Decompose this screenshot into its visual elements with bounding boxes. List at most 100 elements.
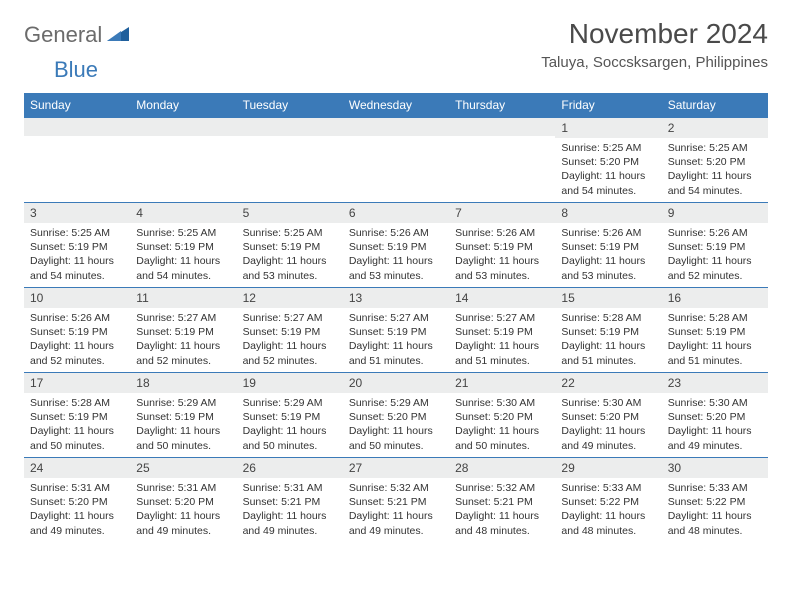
sunset-text: Sunset: 5:20 PM (455, 410, 549, 424)
sunset-text: Sunset: 5:19 PM (30, 325, 124, 339)
weekday-header-row: Sunday Monday Tuesday Wednesday Thursday… (24, 93, 768, 118)
daylight-text: Daylight: 11 hours and 49 minutes. (668, 424, 762, 452)
day-body: Sunrise: 5:27 AMSunset: 5:19 PMDaylight:… (237, 308, 343, 372)
calendar-cell: 17Sunrise: 5:28 AMSunset: 5:19 PMDayligh… (24, 373, 130, 458)
day-number: 23 (662, 373, 768, 393)
sunrise-text: Sunrise: 5:30 AM (561, 396, 655, 410)
day-body: Sunrise: 5:25 AMSunset: 5:20 PMDaylight:… (555, 138, 661, 202)
daylight-text: Daylight: 11 hours and 52 minutes. (668, 254, 762, 282)
calendar-cell (24, 118, 130, 203)
daylight-text: Daylight: 11 hours and 54 minutes. (136, 254, 230, 282)
calendar-cell: 21Sunrise: 5:30 AMSunset: 5:20 PMDayligh… (449, 373, 555, 458)
day-body: Sunrise: 5:32 AMSunset: 5:21 PMDaylight:… (449, 478, 555, 542)
day-body: Sunrise: 5:27 AMSunset: 5:19 PMDaylight:… (343, 308, 449, 372)
calendar-cell: 30Sunrise: 5:33 AMSunset: 5:22 PMDayligh… (662, 458, 768, 543)
sunset-text: Sunset: 5:19 PM (668, 325, 762, 339)
sunrise-text: Sunrise: 5:31 AM (30, 481, 124, 495)
calendar-cell: 9Sunrise: 5:26 AMSunset: 5:19 PMDaylight… (662, 203, 768, 288)
sunrise-text: Sunrise: 5:32 AM (349, 481, 443, 495)
calendar-body: 1Sunrise: 5:25 AMSunset: 5:20 PMDaylight… (24, 118, 768, 543)
calendar-cell: 5Sunrise: 5:25 AMSunset: 5:19 PMDaylight… (237, 203, 343, 288)
calendar-week-row: 24Sunrise: 5:31 AMSunset: 5:20 PMDayligh… (24, 458, 768, 543)
day-number (237, 118, 343, 136)
weekday-header: Tuesday (237, 93, 343, 118)
day-body: Sunrise: 5:31 AMSunset: 5:21 PMDaylight:… (237, 478, 343, 542)
sunrise-text: Sunrise: 5:26 AM (349, 226, 443, 240)
sunset-text: Sunset: 5:19 PM (243, 325, 337, 339)
sunrise-text: Sunrise: 5:27 AM (455, 311, 549, 325)
calendar-week-row: 17Sunrise: 5:28 AMSunset: 5:19 PMDayligh… (24, 373, 768, 458)
sunrise-text: Sunrise: 5:32 AM (455, 481, 549, 495)
sunset-text: Sunset: 5:19 PM (243, 240, 337, 254)
day-body: Sunrise: 5:28 AMSunset: 5:19 PMDaylight:… (24, 393, 130, 457)
day-number: 18 (130, 373, 236, 393)
weekday-header: Sunday (24, 93, 130, 118)
daylight-text: Daylight: 11 hours and 53 minutes. (349, 254, 443, 282)
day-number (24, 118, 130, 136)
sunset-text: Sunset: 5:19 PM (30, 410, 124, 424)
month-title: November 2024 (541, 18, 768, 50)
day-body: Sunrise: 5:30 AMSunset: 5:20 PMDaylight:… (555, 393, 661, 457)
logo-triangle-icon (107, 25, 129, 46)
daylight-text: Daylight: 11 hours and 50 minutes. (243, 424, 337, 452)
daylight-text: Daylight: 11 hours and 48 minutes. (668, 509, 762, 537)
day-number: 30 (662, 458, 768, 478)
sunset-text: Sunset: 5:20 PM (668, 155, 762, 169)
sunset-text: Sunset: 5:19 PM (561, 240, 655, 254)
day-number: 6 (343, 203, 449, 223)
calendar-cell: 15Sunrise: 5:28 AMSunset: 5:19 PMDayligh… (555, 288, 661, 373)
calendar-week-row: 3Sunrise: 5:25 AMSunset: 5:19 PMDaylight… (24, 203, 768, 288)
day-number: 13 (343, 288, 449, 308)
sunset-text: Sunset: 5:19 PM (349, 325, 443, 339)
sunrise-text: Sunrise: 5:27 AM (243, 311, 337, 325)
day-number: 17 (24, 373, 130, 393)
daylight-text: Daylight: 11 hours and 49 minutes. (243, 509, 337, 537)
weekday-header: Monday (130, 93, 236, 118)
sunset-text: Sunset: 5:19 PM (668, 240, 762, 254)
sunset-text: Sunset: 5:19 PM (455, 325, 549, 339)
day-number: 2 (662, 118, 768, 138)
day-body: Sunrise: 5:25 AMSunset: 5:20 PMDaylight:… (662, 138, 768, 202)
sunrise-text: Sunrise: 5:31 AM (243, 481, 337, 495)
sunset-text: Sunset: 5:20 PM (136, 495, 230, 509)
sunrise-text: Sunrise: 5:30 AM (668, 396, 762, 410)
day-body: Sunrise: 5:33 AMSunset: 5:22 PMDaylight:… (662, 478, 768, 542)
day-number: 27 (343, 458, 449, 478)
sunrise-text: Sunrise: 5:29 AM (136, 396, 230, 410)
calendar-cell: 14Sunrise: 5:27 AMSunset: 5:19 PMDayligh… (449, 288, 555, 373)
daylight-text: Daylight: 11 hours and 51 minutes. (455, 339, 549, 367)
day-body: Sunrise: 5:26 AMSunset: 5:19 PMDaylight:… (555, 223, 661, 287)
sunset-text: Sunset: 5:22 PM (561, 495, 655, 509)
day-body: Sunrise: 5:28 AMSunset: 5:19 PMDaylight:… (662, 308, 768, 372)
daylight-text: Daylight: 11 hours and 50 minutes. (349, 424, 443, 452)
sunset-text: Sunset: 5:20 PM (30, 495, 124, 509)
sunrise-text: Sunrise: 5:28 AM (668, 311, 762, 325)
sunset-text: Sunset: 5:21 PM (455, 495, 549, 509)
daylight-text: Daylight: 11 hours and 48 minutes. (455, 509, 549, 537)
daylight-text: Daylight: 11 hours and 53 minutes. (243, 254, 337, 282)
day-number: 10 (24, 288, 130, 308)
day-body: Sunrise: 5:28 AMSunset: 5:19 PMDaylight:… (555, 308, 661, 372)
calendar-cell (449, 118, 555, 203)
day-number: 15 (555, 288, 661, 308)
sunrise-text: Sunrise: 5:25 AM (30, 226, 124, 240)
calendar-cell: 11Sunrise: 5:27 AMSunset: 5:19 PMDayligh… (130, 288, 236, 373)
sunset-text: Sunset: 5:19 PM (349, 240, 443, 254)
day-number: 19 (237, 373, 343, 393)
sunrise-text: Sunrise: 5:31 AM (136, 481, 230, 495)
daylight-text: Daylight: 11 hours and 52 minutes. (243, 339, 337, 367)
sunrise-text: Sunrise: 5:33 AM (668, 481, 762, 495)
day-number: 7 (449, 203, 555, 223)
sunrise-text: Sunrise: 5:29 AM (243, 396, 337, 410)
sunset-text: Sunset: 5:19 PM (561, 325, 655, 339)
calendar-cell: 25Sunrise: 5:31 AMSunset: 5:20 PMDayligh… (130, 458, 236, 543)
sunrise-text: Sunrise: 5:28 AM (30, 396, 124, 410)
logo-text-general: General (24, 22, 102, 48)
day-body: Sunrise: 5:33 AMSunset: 5:22 PMDaylight:… (555, 478, 661, 542)
sunrise-text: Sunrise: 5:30 AM (455, 396, 549, 410)
calendar-cell: 19Sunrise: 5:29 AMSunset: 5:19 PMDayligh… (237, 373, 343, 458)
day-body: Sunrise: 5:26 AMSunset: 5:19 PMDaylight:… (449, 223, 555, 287)
sunrise-text: Sunrise: 5:28 AM (561, 311, 655, 325)
daylight-text: Daylight: 11 hours and 51 minutes. (349, 339, 443, 367)
day-number (449, 118, 555, 136)
